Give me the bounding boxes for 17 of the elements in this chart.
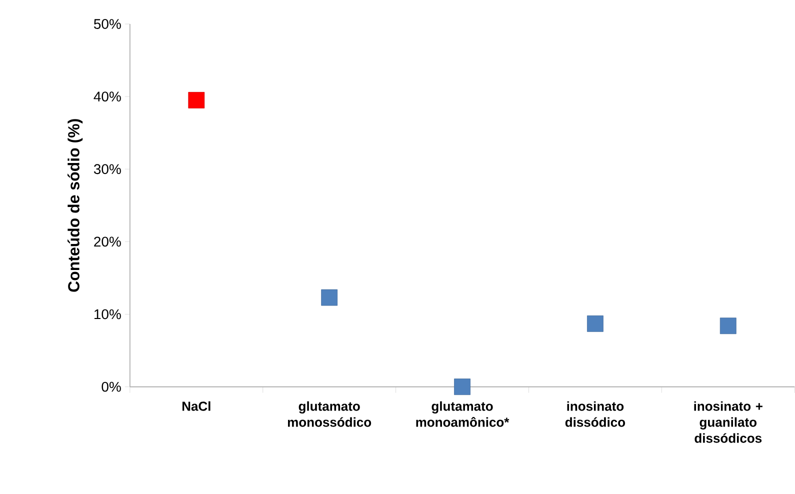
- x-tick-label: inosinato dissódico: [565, 401, 626, 427]
- y-tick-label: 10%: [94, 309, 121, 320]
- y-tick-label: 0%: [102, 382, 121, 392]
- point: [587, 316, 604, 332]
- y-tick-label: 40%: [94, 92, 121, 102]
- point: [454, 378, 470, 396]
- y-axis-title: Conteúdo de sódio (%): [68, 119, 83, 292]
- point: [188, 92, 205, 108]
- x-tick-label: NaCl: [182, 401, 210, 411]
- x-tick-label: inosinato + guanilato dissódicos: [694, 401, 762, 443]
- x-tick-label: glutamato monossódico: [288, 401, 372, 427]
- y-tick-label: 30%: [94, 164, 121, 174]
- y-tick-label: 20%: [94, 236, 121, 247]
- point: [321, 289, 338, 306]
- point: [720, 318, 736, 334]
- y-tick-label: 50%: [94, 19, 121, 30]
- x-tick-label: glutamato monoamônico*: [416, 401, 510, 427]
